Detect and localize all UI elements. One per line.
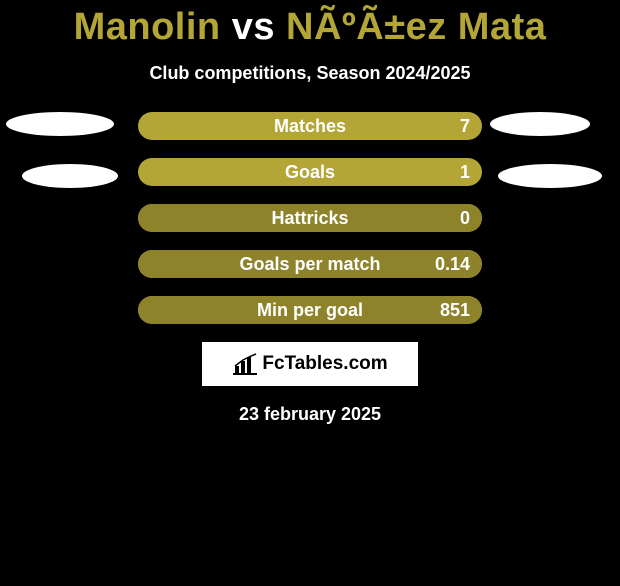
- stat-label: Hattricks: [138, 204, 482, 232]
- source-logo-text: FcTables.com: [262, 353, 387, 375]
- stat-value: 1: [460, 158, 470, 186]
- player-right-name: NÃºÃ±ez Mata: [286, 6, 546, 48]
- stat-label: Goals: [138, 158, 482, 186]
- stats-stage: Matches7Goals1Hattricks0Goals per match0…: [0, 112, 620, 324]
- stat-row: Goals1: [138, 158, 482, 186]
- decorative-ellipse: [498, 164, 602, 188]
- source-logo-box: FcTables.com: [202, 342, 418, 386]
- stat-row: Matches7: [138, 112, 482, 140]
- vs-separator: vs: [232, 6, 275, 48]
- bar-chart-icon: [232, 353, 258, 375]
- stat-value: 0.14: [435, 250, 470, 278]
- stat-value: 851: [440, 296, 470, 324]
- source-logo: FcTables.com: [232, 353, 387, 375]
- stat-label: Goals per match: [138, 250, 482, 278]
- stat-label: Min per goal: [138, 296, 482, 324]
- comparison-title: Manolin vs NÃºÃ±ez Mata: [0, 6, 620, 49]
- stat-row: Goals per match0.14: [138, 250, 482, 278]
- snapshot-date: 23 february 2025: [0, 404, 620, 425]
- stat-row: Hattricks0: [138, 204, 482, 232]
- player-left-name: Manolin: [74, 6, 221, 48]
- stat-row: Min per goal851: [138, 296, 482, 324]
- stat-value: 7: [460, 112, 470, 140]
- decorative-ellipse: [22, 164, 118, 188]
- stat-label: Matches: [138, 112, 482, 140]
- comparison-subtitle: Club competitions, Season 2024/2025: [0, 63, 620, 84]
- stat-value: 0: [460, 204, 470, 232]
- decorative-ellipse: [490, 112, 590, 136]
- decorative-ellipse: [6, 112, 114, 136]
